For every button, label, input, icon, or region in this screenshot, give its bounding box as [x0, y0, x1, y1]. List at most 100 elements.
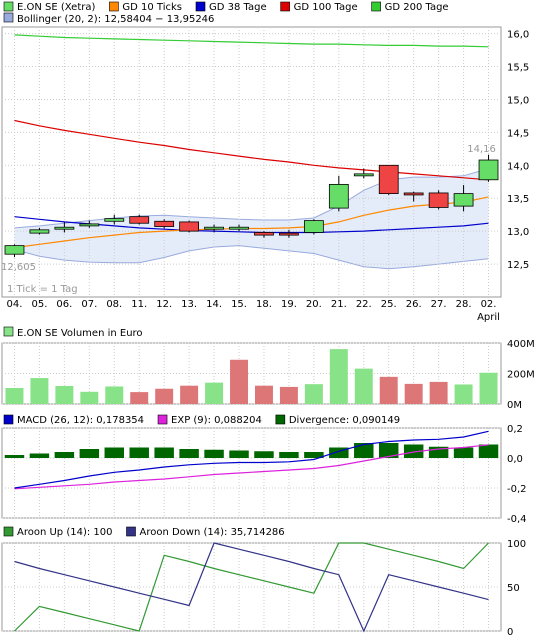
gd100-line [14, 119, 489, 181]
candle-body [179, 221, 200, 232]
legend-label: GD 200 Tage [385, 2, 449, 13]
candle-body [353, 173, 374, 177]
volume-bar [304, 384, 323, 404]
legend-label: MACD (26, 12): 0,178354 [17, 415, 144, 426]
divergence-bar [354, 443, 374, 458]
volume-bar [379, 376, 398, 404]
divergence-bar [129, 447, 149, 458]
volume-bar [354, 368, 373, 404]
macd-panel [1, 427, 502, 519]
x-tick-label: 08. [106, 299, 122, 310]
x-tick-label: 28. [456, 299, 472, 310]
candle-body [204, 226, 224, 230]
candle-body [154, 220, 175, 227]
aroon-down-line [14, 542, 489, 633]
volume-bar [454, 384, 473, 404]
volume-ytick-label: 0M [507, 400, 522, 411]
divergence-bar [428, 446, 449, 458]
divergence-bar [329, 447, 349, 458]
high-annotation: 14,16 [467, 144, 496, 155]
volume-bar [205, 382, 224, 404]
macd-line [14, 430, 489, 489]
volume-bar [279, 386, 298, 404]
divergence-bar [378, 443, 399, 458]
x-tick-label: 15. [231, 299, 247, 310]
candle-body [403, 192, 424, 196]
candle-body [29, 229, 50, 234]
legend-swatch [371, 1, 381, 12]
volume-bar [404, 383, 423, 404]
x-tick-label: 11. [131, 299, 147, 310]
divergence-bar [204, 449, 224, 458]
candle-body [129, 216, 150, 224]
legend-swatch [3, 326, 14, 337]
volume-bar [429, 381, 448, 404]
x-tick-label: 13. [181, 299, 197, 310]
candle-body [478, 159, 499, 181]
x-tick-label: 26. [406, 299, 422, 310]
x-tick-label: 25. [381, 299, 397, 310]
candle-body [104, 218, 125, 222]
x-tick-label: 22. [356, 299, 372, 310]
volume-bar [105, 386, 124, 404]
legend-swatch [275, 414, 286, 425]
candle-body [229, 226, 249, 230]
divergence-bar [304, 452, 324, 458]
divergence-bar [154, 447, 174, 458]
x-tick-label: 20. [306, 299, 322, 310]
exp-line [14, 444, 489, 490]
price-ytick-label: 14,5 [507, 128, 529, 139]
gd10-line [14, 196, 489, 249]
x-tick-label: 27. [431, 299, 447, 310]
divergence-bar [54, 452, 75, 458]
x-tick-label: 07. [81, 299, 97, 310]
aroon-ytick-label: 50 [507, 583, 520, 594]
x-tick-sublabel: April [477, 312, 500, 323]
divergence-bar [279, 452, 299, 458]
legend-label: GD 38 Tage [209, 2, 267, 13]
price-ytick-label: 12,5 [507, 260, 529, 271]
volume-bar [155, 388, 174, 404]
legend-label: Divergence: 0,090149 [289, 415, 400, 426]
tick-note: 1 Tick = 1 Tag [7, 284, 78, 295]
price-ytick-label: 16,0 [507, 30, 529, 41]
gd200-line [14, 34, 489, 48]
volume-ytick-label: 400M [507, 339, 535, 350]
candle-body [428, 192, 449, 208]
candle-body [453, 193, 474, 207]
divergence-bar [403, 444, 424, 458]
x-tick-label: 04. [7, 299, 23, 310]
macd-ytick-label: -0,2 [507, 484, 527, 495]
legend-swatch [280, 1, 290, 12]
legend-swatch [109, 1, 119, 12]
bollinger-band [14, 168, 489, 269]
x-tick-label: 18. [256, 299, 272, 310]
legend-label: GD 10 Ticks [122, 2, 182, 13]
legend-swatch [157, 414, 168, 425]
low-annotation: 12,605 [1, 262, 36, 273]
x-tick-label: 21. [331, 299, 347, 310]
legend-label: GD 100 Tage [294, 2, 358, 13]
divergence-bar [478, 444, 499, 458]
macd-ytick-label: 0,2 [507, 424, 523, 435]
legend-label: Bollinger (20, 2): 12,58404 − 13,95246 [17, 14, 214, 25]
legend-swatch [195, 1, 206, 12]
x-tick-label: 19. [281, 299, 297, 310]
divergence-bar [4, 455, 25, 458]
legend-swatch [3, 414, 14, 425]
candle-body [254, 232, 274, 236]
macd-ytick-label: 0,0 [507, 454, 523, 465]
candle-body [4, 245, 25, 255]
divergence-bar [453, 447, 474, 458]
volume-bar [230, 359, 249, 404]
price-ytick-label: 15,0 [507, 95, 529, 106]
divergence-bar [229, 450, 249, 458]
volume-bar [329, 349, 348, 404]
candle-body [79, 223, 100, 227]
legend-swatch [126, 526, 136, 537]
price-ytick-label: 15,5 [507, 63, 529, 74]
bollinger-upper-line [14, 168, 489, 229]
divergence-bar [104, 447, 125, 458]
price-ytick-label: 14,0 [507, 161, 529, 172]
candle-body [378, 164, 399, 195]
